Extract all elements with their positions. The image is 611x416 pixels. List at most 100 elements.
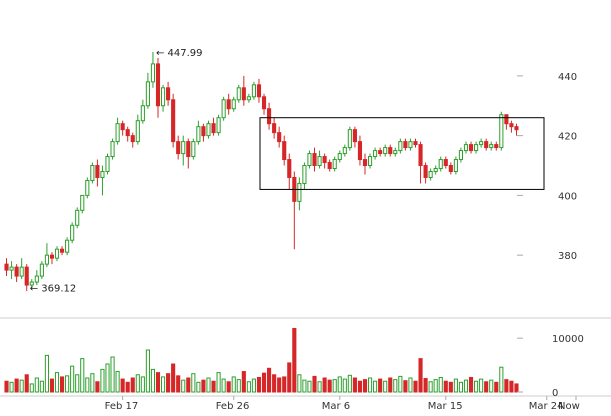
candle-body-up: [479, 141, 484, 146]
x-tick-label: Now: [558, 401, 580, 412]
candle-body-up: [408, 141, 413, 149]
candle-body-up: [438, 159, 443, 170]
candle-body-down: [362, 159, 368, 167]
candle-body-up: [489, 144, 494, 149]
candle-body-up: [105, 156, 110, 172]
candle-body-down: [176, 141, 181, 155]
volume-bar-down: [267, 367, 272, 393]
volume-bar-up: [105, 363, 110, 393]
volume-bar-up: [499, 366, 504, 393]
candle-body-up: [246, 96, 251, 101]
volume-bar-up: [65, 375, 70, 393]
candle-body-down: [282, 141, 287, 161]
candle-body-down: [24, 266, 29, 286]
candle-body-down: [201, 126, 206, 137]
candle-body-down: [504, 114, 509, 125]
volume-bar-down: [256, 376, 262, 393]
volume-bar-up: [433, 379, 438, 393]
candle-body-down: [388, 147, 393, 155]
volume-bar-up: [39, 380, 44, 393]
volume-bar-up: [453, 378, 458, 393]
volume-bar-down: [423, 378, 428, 393]
candle-body-down: [267, 108, 272, 125]
candle-body-up: [393, 150, 398, 155]
candle-body-down: [443, 159, 448, 167]
volume-bar-up: [44, 354, 49, 393]
candle-body-up: [428, 170, 433, 178]
volume-bar-up: [332, 379, 337, 393]
candle-body-up: [181, 141, 186, 155]
volume-bar-down: [261, 372, 267, 393]
volume-bar-up: [317, 381, 322, 393]
low-annotation: ← 369.12: [30, 284, 77, 295]
volume-bar-down: [176, 375, 181, 393]
candle-body-up: [453, 159, 458, 172]
high-annotation: ← 447.99: [156, 48, 203, 59]
volume-bar-up: [474, 380, 479, 393]
volume-bar-down: [226, 381, 231, 393]
candle-body-up: [221, 99, 226, 119]
candle-body-up: [367, 156, 373, 167]
volume-bar-up: [383, 380, 388, 393]
candle-body-up: [317, 156, 322, 167]
candle-body-up: [383, 147, 388, 155]
volume-bar-up: [196, 381, 201, 393]
candle-body-up: [332, 159, 337, 170]
volume-bar-down: [418, 358, 423, 393]
candle-body-down: [125, 129, 130, 137]
candle-body-down: [484, 141, 489, 149]
candle-body-down: [272, 123, 277, 134]
volume-bar-down: [95, 381, 100, 393]
volume-bar-up: [246, 381, 251, 393]
volume-bar-down: [201, 379, 206, 393]
volume-bar-up: [110, 356, 115, 393]
candle-body-down: [287, 159, 292, 178]
volume-bar-down: [352, 377, 357, 393]
volume-bar-down: [287, 362, 292, 393]
candle-body-down: [327, 162, 332, 170]
volume-bar-up: [463, 379, 469, 393]
candle-body-down: [494, 144, 499, 149]
volume-bar-down: [166, 373, 171, 393]
candle-body-up: [196, 126, 201, 143]
volume-bar-down: [388, 377, 393, 393]
candle-body-down: [241, 87, 246, 101]
candle-body-down: [130, 135, 135, 143]
volume-bar-up: [428, 381, 433, 393]
volume-bar-up: [236, 379, 241, 393]
x-tick-label: Feb 17: [105, 401, 139, 412]
volume-bar-up: [342, 378, 347, 393]
volume-bar-up: [191, 373, 196, 393]
volume-bar-up: [100, 368, 105, 393]
candle-body-up: [90, 165, 95, 181]
volume-bar-up: [302, 379, 307, 393]
price-tick-label: 420: [558, 132, 577, 143]
candle-body-down: [418, 144, 423, 167]
volume-tick-label: 10000: [552, 334, 584, 345]
volume-bar-up: [85, 377, 90, 393]
volume-bar-up: [393, 379, 398, 393]
candle-body-down: [166, 87, 171, 101]
candle-body-down: [378, 150, 383, 155]
candle-body-down: [95, 165, 100, 178]
volume-bar-down: [241, 371, 246, 393]
volume-bar-down: [125, 381, 130, 393]
candle-body-up: [80, 194, 85, 211]
volume-bar-down: [504, 379, 509, 393]
candle-body-up: [231, 99, 236, 110]
volume-bar-down: [413, 380, 418, 393]
volume-bar-down: [378, 378, 383, 393]
volume-bar-up: [206, 377, 211, 393]
volume-bar-down: [211, 380, 216, 393]
volume-bar-up: [479, 378, 484, 393]
candle-body-up: [145, 81, 150, 107]
candle-body-down: [120, 123, 125, 131]
candle-body-up: [337, 153, 342, 161]
candle-body-down: [357, 141, 363, 161]
volume-bar-down: [282, 376, 287, 393]
candle-body-up: [75, 209, 80, 226]
candle-body-down: [352, 129, 357, 143]
candle-body-up: [236, 87, 241, 101]
volume-bar-down: [24, 374, 29, 393]
